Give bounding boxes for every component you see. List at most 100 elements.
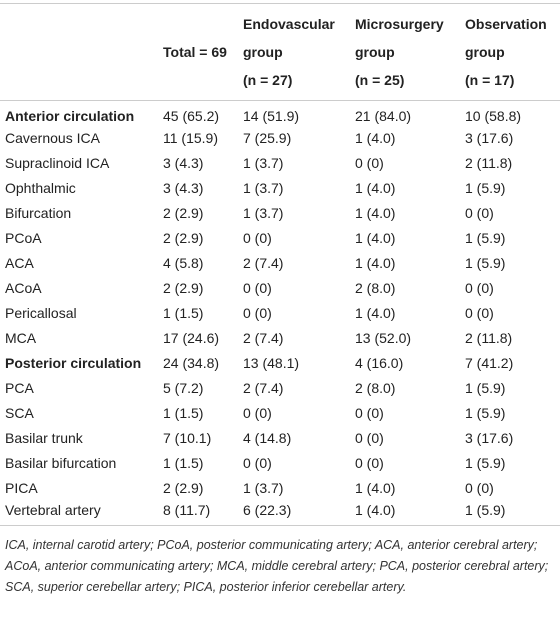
row-label: Bifurcation [5,205,72,221]
row-label: Anterior circulation [5,108,135,125]
cell: 1 (4.0) [355,180,396,196]
cell: 1 (4.0) [355,501,396,518]
cell: 45 (65.2) [163,108,220,125]
cell: 0 (0) [355,430,384,446]
row-label: PICA [5,480,38,496]
cell: 11 (15.9) [163,130,218,146]
header-line: Microsurgery [355,16,444,32]
header-line: Total = 69 [163,44,227,60]
header-line: (n = 25) [355,72,405,88]
cell: 0 (0) [465,205,494,221]
data-table: Total = 69 Endovascular group (n = 27) Micro… [0,3,560,526]
cell: 1 (3.7) [243,205,284,221]
cell: 2 (7.4) [243,330,284,346]
cell: 2 (11.8) [465,155,513,171]
row-label: Pericallosal [5,305,77,321]
table-row: Anterior circulation 45 (65.2) 14 (51.9) 21… [0,101,560,126]
header-line: Observation [465,16,547,32]
row-label: Cavernous ICA [5,130,100,146]
page: Total = 69 Endovascular group (n = 27) Micro… [0,3,560,636]
header-line: group [465,44,505,60]
cell: 2 (2.9) [163,480,204,496]
header-cell: Total = 69 [158,4,238,101]
cell: 1 (4.0) [355,255,396,271]
cell: 0 (0) [355,455,384,471]
cell: 3 (17.6) [465,430,514,446]
cell: 1 (5.9) [465,455,506,471]
header-line: group [243,44,283,60]
cell: 1 (3.7) [243,480,284,496]
row-label: ACoA [5,280,42,296]
cell: 3 (4.3) [163,155,204,171]
cell: 3 (17.6) [465,130,514,146]
cell: 5 (7.2) [163,380,204,396]
table-row: PICA 2 (2.9) 1 (3.7) 1 (4.0) 0 (0) [0,476,560,501]
cell: 7 (25.9) [243,130,292,146]
cell: 2 (8.0) [355,380,396,396]
table-row: Supraclinoid ICA 3 (4.3) 1 (3.7) 0 (0) 2 (11… [0,151,560,176]
cell: 1 (4.0) [355,480,396,496]
cell: 0 (0) [465,280,494,296]
table-header: Total = 69 Endovascular group (n = 27) Micro… [0,3,560,101]
cell: 2 (2.9) [163,205,204,221]
header-cell: Endovascular group (n = 27) [238,4,350,101]
cell: 0 (0) [243,305,272,321]
table-row: MCA 17 (24.6) 2 (7.4) 13 (52.0) 2 (11.8) [0,326,560,351]
cell: 1 (5.9) [465,255,506,271]
cell: 1 (4.0) [355,230,396,246]
row-label: Basilar trunk [5,430,83,446]
cell: 10 (58.8) [465,108,522,125]
cell: 0 (0) [355,405,384,421]
table-row: Pericallosal 1 (1.5) 0 (0) 1 (4.0) 0 (0) [0,301,560,326]
row-label: Supraclinoid ICA [5,155,110,171]
cell: 0 (0) [465,305,494,321]
cell: 24 (34.8) [163,355,220,371]
cell: 13 (48.1) [243,355,300,371]
table-row: Basilar trunk 7 (10.1) 4 (14.8) 0 (0) 3 (17.… [0,426,560,451]
cell: 0 (0) [243,455,272,471]
cell: 4 (14.8) [243,430,292,446]
header-cell [0,4,158,101]
cell: 3 (4.3) [163,180,204,196]
row-label: Basilar bifurcation [5,455,117,471]
cell: 0 (0) [243,230,272,246]
table-row: ACA 4 (5.8) 2 (7.4) 1 (4.0) 1 (5.9) [0,251,560,276]
row-label: PCoA [5,230,42,246]
cell: 1 (4.0) [355,305,396,321]
cell: 0 (0) [243,280,272,296]
table-row: SCA 1 (1.5) 0 (0) 0 (0) 1 (5.9) [0,401,560,426]
cell: 0 (0) [243,405,272,421]
table-row: Cavernous ICA 11 (15.9) 7 (25.9) 1 (4.0) 3 (… [0,126,560,151]
table-row: Posterior circulation 24 (34.8) 13 (48.1) 4… [0,351,560,376]
table-row: PCoA 2 (2.9) 0 (0) 1 (4.0) 1 (5.9) [0,226,560,251]
row-label: Vertebral artery [5,501,101,518]
footnote: ICA, internal carotid artery; PCoA, post… [5,538,549,594]
cell: 1 (5.9) [465,501,506,518]
cell: 7 (10.1) [163,430,212,446]
cell: 1 (4.0) [355,205,396,221]
cell: 1 (5.9) [465,230,506,246]
cell: 1 (3.7) [243,180,284,196]
header-cell: Observation group (n = 17) [460,4,560,101]
row-label: Posterior circulation [5,355,142,371]
header-cell: Microsurgery group (n = 25) [350,4,460,101]
cell: 13 (52.0) [355,330,412,346]
cell: 0 (0) [355,155,384,171]
table-row: Ophthalmic 3 (4.3) 1 (3.7) 1 (4.0) 1 (5.9) [0,176,560,201]
cell: 4 (5.8) [163,255,204,271]
row-label: PCA [5,380,34,396]
row-label: Ophthalmic [5,180,76,196]
cell: 8 (11.7) [163,501,211,518]
cell: 1 (5.9) [465,405,506,421]
cell: 4 (16.0) [355,355,404,371]
table-row: Basilar bifurcation 1 (1.5) 0 (0) 0 (0) 1 (5… [0,451,560,476]
cell: 0 (0) [465,480,494,496]
cell: 2 (7.4) [243,380,284,396]
row-label: MCA [5,330,37,346]
cell: 6 (22.3) [243,501,292,518]
cell: 7 (41.2) [465,355,514,371]
table-row: ACoA 2 (2.9) 0 (0) 2 (8.0) 0 (0) [0,276,560,301]
header-line: Endovascular [243,16,335,32]
table-row: PCA 5 (7.2) 2 (7.4) 2 (8.0) 1 (5.9) [0,376,560,401]
cell: 21 (84.0) [355,108,412,125]
